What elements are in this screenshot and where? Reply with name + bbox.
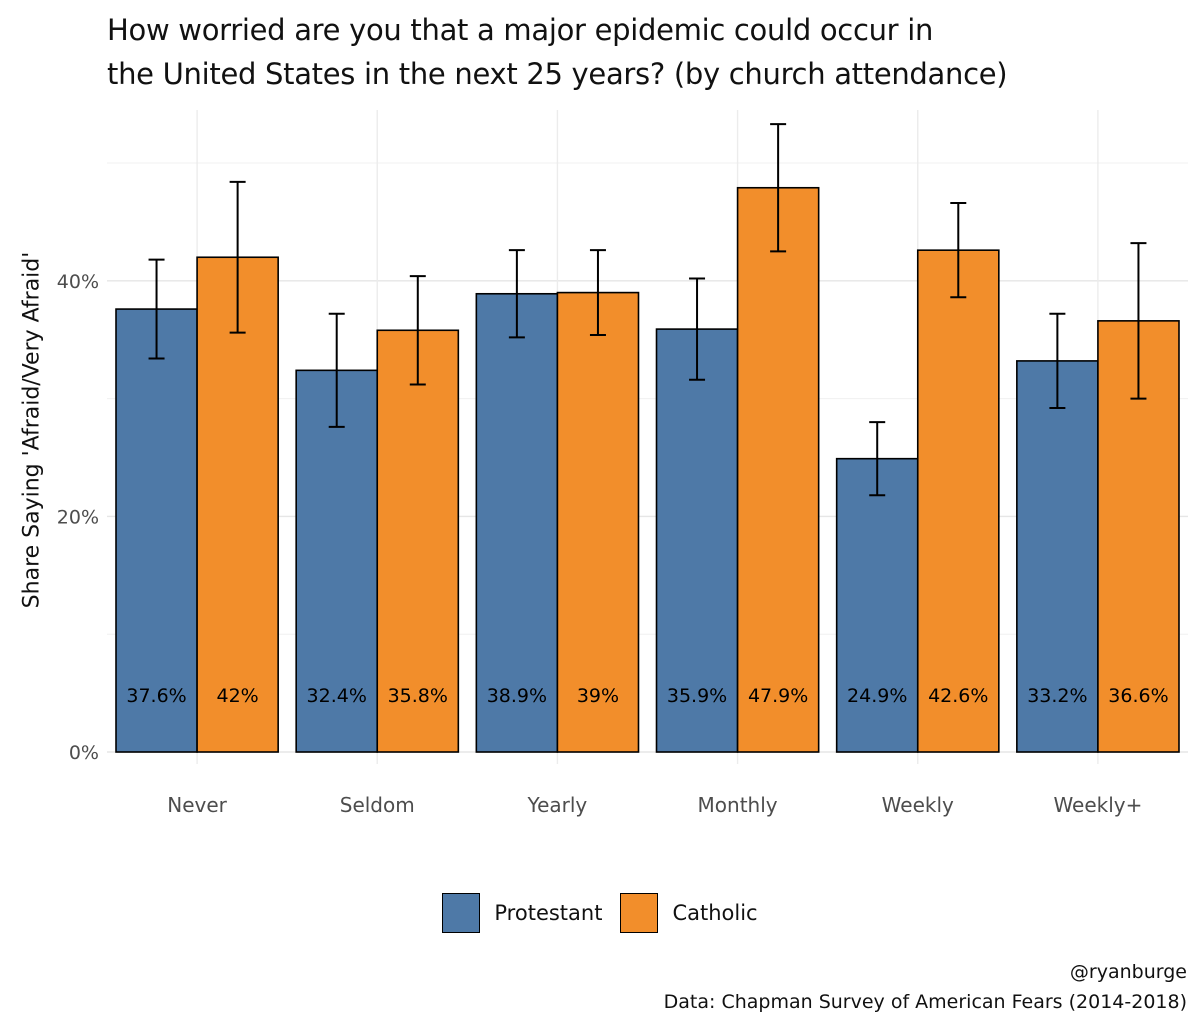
error-bar-catholic-seldom — [409, 275, 426, 386]
data-label-catholic-weekly-plus: 36.6% — [1108, 685, 1168, 707]
data-label-catholic-seldom: 35.8% — [388, 685, 448, 707]
legend-item-catholic: Catholic — [620, 893, 758, 933]
error-bar-protestant-weekly — [869, 421, 886, 497]
data-label-protestant-seldom: 32.4% — [307, 685, 367, 707]
bar-chart: 0% 20% 40% 37.6% 32.4% 38.9% 35.9% 24.9% 33.2% 42… — [57, 110, 1188, 817]
y-tick-label: 0% — [69, 742, 99, 764]
legend: Protestant Catholic — [0, 893, 1200, 933]
bar-protestant-weekly-plus — [1016, 360, 1099, 753]
bar-catholic-never — [196, 256, 279, 753]
chart-title-line-1: How worried are you that a major epidemi… — [107, 13, 934, 47]
x-tick-label: Never — [167, 793, 227, 817]
error-bar-catholic-weekly-plus — [1130, 242, 1147, 400]
data-label-protestant-weekly: 24.9% — [847, 685, 907, 707]
error-bar-protestant-yearly — [508, 249, 525, 339]
bar-catholic-monthly — [736, 186, 820, 753]
legend-swatch-protestant — [442, 893, 481, 933]
bar-protestant-yearly — [475, 292, 559, 753]
y-tick-label: 20% — [57, 506, 99, 528]
data-label-catholic-never: 42% — [217, 685, 259, 707]
data-label-catholic-yearly: 39% — [577, 685, 619, 707]
error-bar-protestant-monthly — [689, 277, 706, 381]
chart-title-line-2: the United States in the next 25 years? … — [107, 57, 1008, 91]
data-label-catholic-monthly: 47.9% — [748, 685, 808, 707]
error-bar-catholic-monthly — [770, 123, 787, 253]
legend-label-catholic: Catholic — [672, 901, 758, 925]
error-bar-catholic-never — [229, 180, 246, 334]
x-tick-label: Seldom — [340, 793, 415, 817]
data-label-protestant-weekly-plus: 33.2% — [1027, 685, 1087, 707]
error-bar-protestant-never — [148, 258, 165, 360]
data-label-catholic-weekly: 42.6% — [928, 685, 988, 707]
error-bar-protestant-seldom — [328, 312, 345, 428]
x-tick-label: Monthly — [698, 793, 778, 817]
error-bar-protestant-weekly-plus — [1049, 312, 1066, 410]
bar-protestant-weekly — [835, 457, 919, 753]
bar-catholic-weekly — [916, 249, 1000, 753]
data-label-protestant-never: 37.6% — [126, 685, 186, 707]
legend-label-protestant: Protestant — [494, 901, 603, 925]
caption-source: Data: Chapman Survey of American Fears (… — [663, 991, 1187, 1013]
x-tick-label: Yearly — [527, 793, 588, 817]
data-label-protestant-monthly: 35.9% — [667, 685, 727, 707]
error-bar-catholic-yearly — [589, 249, 606, 336]
data-label-protestant-yearly: 38.9% — [487, 685, 547, 707]
error-bar-catholic-weekly — [950, 202, 967, 299]
x-tick-label: Weekly — [882, 793, 954, 817]
caption: @ryanburge Data: Chapman Survey of Ameri… — [664, 957, 1187, 1017]
caption-handle: @ryanburge — [1069, 961, 1187, 983]
y-tick-label: 40% — [57, 271, 99, 293]
bar-catholic-seldom — [376, 329, 460, 753]
x-tick-label: Weekly+ — [1053, 793, 1142, 817]
bar-catholic-yearly — [556, 291, 640, 753]
chart-title: How worried are you that a major epidemi… — [107, 8, 1167, 96]
legend-item-protestant: Protestant — [442, 893, 602, 933]
legend-swatch-catholic — [620, 893, 659, 933]
